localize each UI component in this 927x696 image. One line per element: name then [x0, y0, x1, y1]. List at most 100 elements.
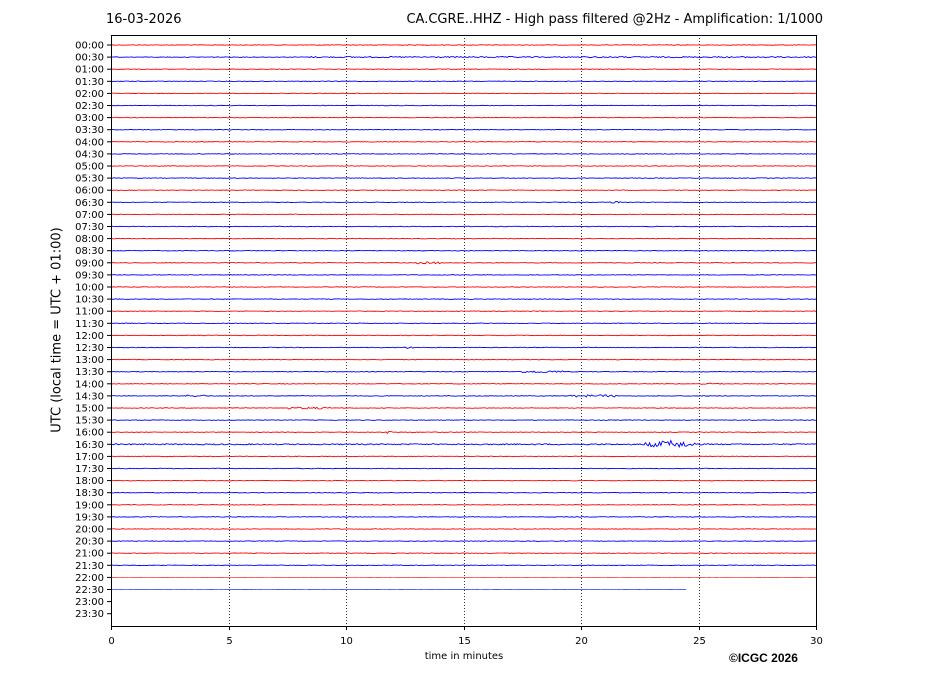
- seismic-trace: [110, 310, 817, 312]
- y-tick-label: 04:30: [75, 149, 104, 160]
- chart-title: CA.CGRE..HHZ - High pass filtered @2Hz -…: [406, 12, 823, 27]
- y-tick-label: 18:00: [75, 476, 104, 487]
- y-tick-label: 09:30: [75, 270, 104, 281]
- y-tick-label: 20:00: [75, 525, 104, 536]
- y-tick-label: 19:30: [75, 512, 104, 523]
- seismic-trace: [110, 334, 817, 337]
- y-tick-label: 06:00: [75, 186, 104, 197]
- y-tick-label: 05:00: [75, 162, 104, 173]
- seismic-trace: [110, 249, 817, 252]
- seismic-trace: [110, 200, 817, 204]
- y-tick-label: 07:30: [75, 222, 104, 233]
- x-axis-ticks: 0 5 10 15 20 25 30: [108, 626, 823, 647]
- x-tick-label: 0: [108, 636, 114, 647]
- seismic-trace: [110, 286, 817, 288]
- seismic-traces: [110, 44, 817, 590]
- seismic-trace: [110, 528, 817, 530]
- seismic-trace: [110, 479, 817, 482]
- y-tick-label: 08:30: [75, 246, 104, 257]
- seismic-trace: [110, 504, 817, 506]
- seismic-trace: [110, 116, 817, 119]
- seismic-trace: [110, 491, 817, 494]
- y-tick-label: 20:30: [75, 537, 104, 548]
- seismic-trace: [110, 370, 817, 374]
- y-tick-label: 19:00: [75, 500, 104, 511]
- seismic-trace: [110, 44, 817, 46]
- y-tick-label: 05:30: [75, 174, 104, 185]
- y-tick-label: 12:30: [75, 343, 104, 354]
- seismic-trace: [110, 439, 817, 449]
- seismic-trace: [110, 564, 817, 567]
- seismic-trace: [110, 274, 817, 276]
- y-tick-label: 15:30: [75, 416, 104, 427]
- seismic-trace: [111, 298, 817, 300]
- y-tick-label: 03:00: [75, 113, 104, 124]
- y-tick-label: 18:30: [75, 488, 104, 499]
- seismic-trace: [110, 430, 817, 435]
- y-tick-label: 11:00: [75, 307, 104, 318]
- seismic-trace: [110, 346, 817, 349]
- y-tick-label: 14:00: [75, 379, 104, 390]
- y-tick-label: 03:30: [75, 125, 104, 136]
- y-tick-label: 16:30: [75, 440, 104, 451]
- y-tick-label: 00:00: [75, 41, 104, 52]
- seismic-trace: [110, 516, 817, 518]
- seismic-trace: [110, 68, 817, 70]
- x-tick-label: 15: [458, 636, 471, 647]
- y-tick-label: 23:30: [75, 609, 104, 620]
- seismic-trace: [110, 467, 816, 470]
- seismic-trace: [110, 261, 817, 265]
- y-tick-label: 06:30: [75, 198, 104, 209]
- grid-lines: [229, 35, 700, 626]
- y-axis-ticks: 00:0000:3001:0001:3002:0002:3003:0003:30…: [75, 41, 111, 620]
- y-tick-label: 14:30: [75, 391, 104, 402]
- y-tick-label: 22:30: [75, 585, 104, 596]
- x-tick-label: 30: [810, 636, 823, 647]
- x-tick-label: 25: [693, 636, 706, 647]
- seismic-trace: [110, 104, 817, 107]
- seismic-trace: [110, 177, 817, 179]
- y-tick-label: 15:00: [75, 404, 104, 415]
- plot-frame: [111, 35, 817, 627]
- seismic-trace: [110, 455, 817, 458]
- y-tick-label: 16:00: [75, 428, 104, 439]
- y-tick-label: 02:00: [75, 89, 104, 100]
- seismic-trace: [110, 225, 817, 228]
- seismic-trace: [110, 80, 817, 83]
- seismic-trace: [110, 153, 817, 155]
- seismic-trace: [110, 419, 817, 421]
- y-tick-label: 13:30: [75, 367, 104, 378]
- y-tick-label: 22:00: [75, 573, 104, 584]
- y-tick-label: 01:30: [75, 77, 104, 88]
- seismic-trace: [110, 406, 817, 410]
- seismic-trace: [110, 382, 817, 385]
- seismic-trace: [110, 56, 817, 59]
- y-tick-label: 13:00: [75, 355, 104, 366]
- y-tick-label: 07:00: [75, 210, 104, 221]
- y-tick-label: 21:30: [75, 561, 104, 572]
- y-tick-label: 00:30: [75, 53, 104, 64]
- seismic-trace: [110, 189, 817, 191]
- seismic-trace: [110, 552, 817, 554]
- y-tick-label: 17:30: [75, 464, 104, 475]
- y-tick-label: 21:00: [75, 549, 104, 560]
- seismic-trace: [110, 141, 817, 143]
- y-tick-label: 01:00: [75, 65, 104, 76]
- y-tick-label: 08:00: [75, 234, 104, 245]
- y-axis-label: UTC (local time = UTC + 01:00): [49, 227, 65, 433]
- seismic-trace: [110, 394, 817, 398]
- x-tick-label: 5: [226, 636, 232, 647]
- seismic-trace: [110, 322, 817, 325]
- y-tick-label: 11:30: [75, 319, 104, 330]
- seismic-trace: [110, 237, 817, 240]
- x-tick-label: 20: [575, 636, 588, 647]
- y-tick-label: 02:30: [75, 101, 104, 112]
- y-tick-label: 17:00: [75, 452, 104, 463]
- x-tick-label: 10: [340, 636, 353, 647]
- y-tick-label: 04:00: [75, 137, 104, 148]
- y-tick-label: 12:00: [75, 331, 104, 342]
- seismic-trace: [110, 92, 817, 95]
- y-tick-label: 23:00: [75, 597, 104, 608]
- seismic-trace: [110, 540, 817, 542]
